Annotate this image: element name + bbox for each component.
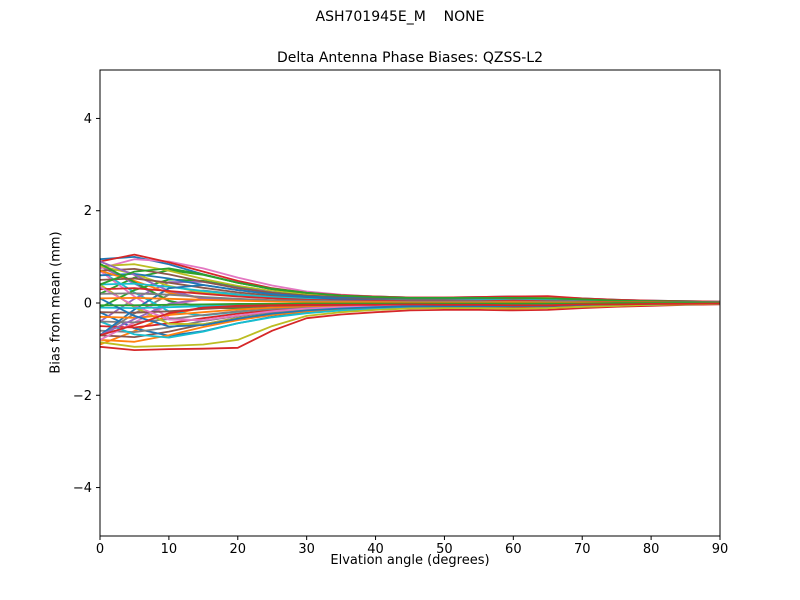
x-tick-label: 40 xyxy=(367,542,384,557)
x-tick-label: 60 xyxy=(505,542,522,557)
x-tick-label: 0 xyxy=(96,542,104,557)
series-line-13 xyxy=(100,253,720,303)
y-axis-label: Bias from mean (mm) xyxy=(48,231,64,374)
x-tick-label: 50 xyxy=(436,542,453,557)
x-tick-label: 70 xyxy=(574,542,591,557)
x-tick-label: 10 xyxy=(161,542,178,557)
x-tick-label: 20 xyxy=(230,542,247,557)
y-tick-label: −4 xyxy=(73,481,92,496)
series-line-32 xyxy=(100,267,720,303)
x-axis-label: Elvation angle (degrees) xyxy=(330,553,490,568)
y-tick-label: −2 xyxy=(73,389,92,404)
x-tick-label: 30 xyxy=(298,542,315,557)
series-line-38 xyxy=(100,303,720,348)
x-tick-label: 90 xyxy=(712,542,729,557)
figure-title: ASH701945E_M NONE xyxy=(315,9,485,25)
series-line-43 xyxy=(100,302,720,337)
y-tick-label: 4 xyxy=(84,112,92,127)
x-tick-label: 80 xyxy=(643,542,660,557)
y-tick-label: 2 xyxy=(84,204,92,219)
y-tick-label: 0 xyxy=(84,297,92,312)
series-group xyxy=(100,253,720,352)
axes-title: Delta Antenna Phase Biases: QZSS-L2 xyxy=(277,50,543,66)
